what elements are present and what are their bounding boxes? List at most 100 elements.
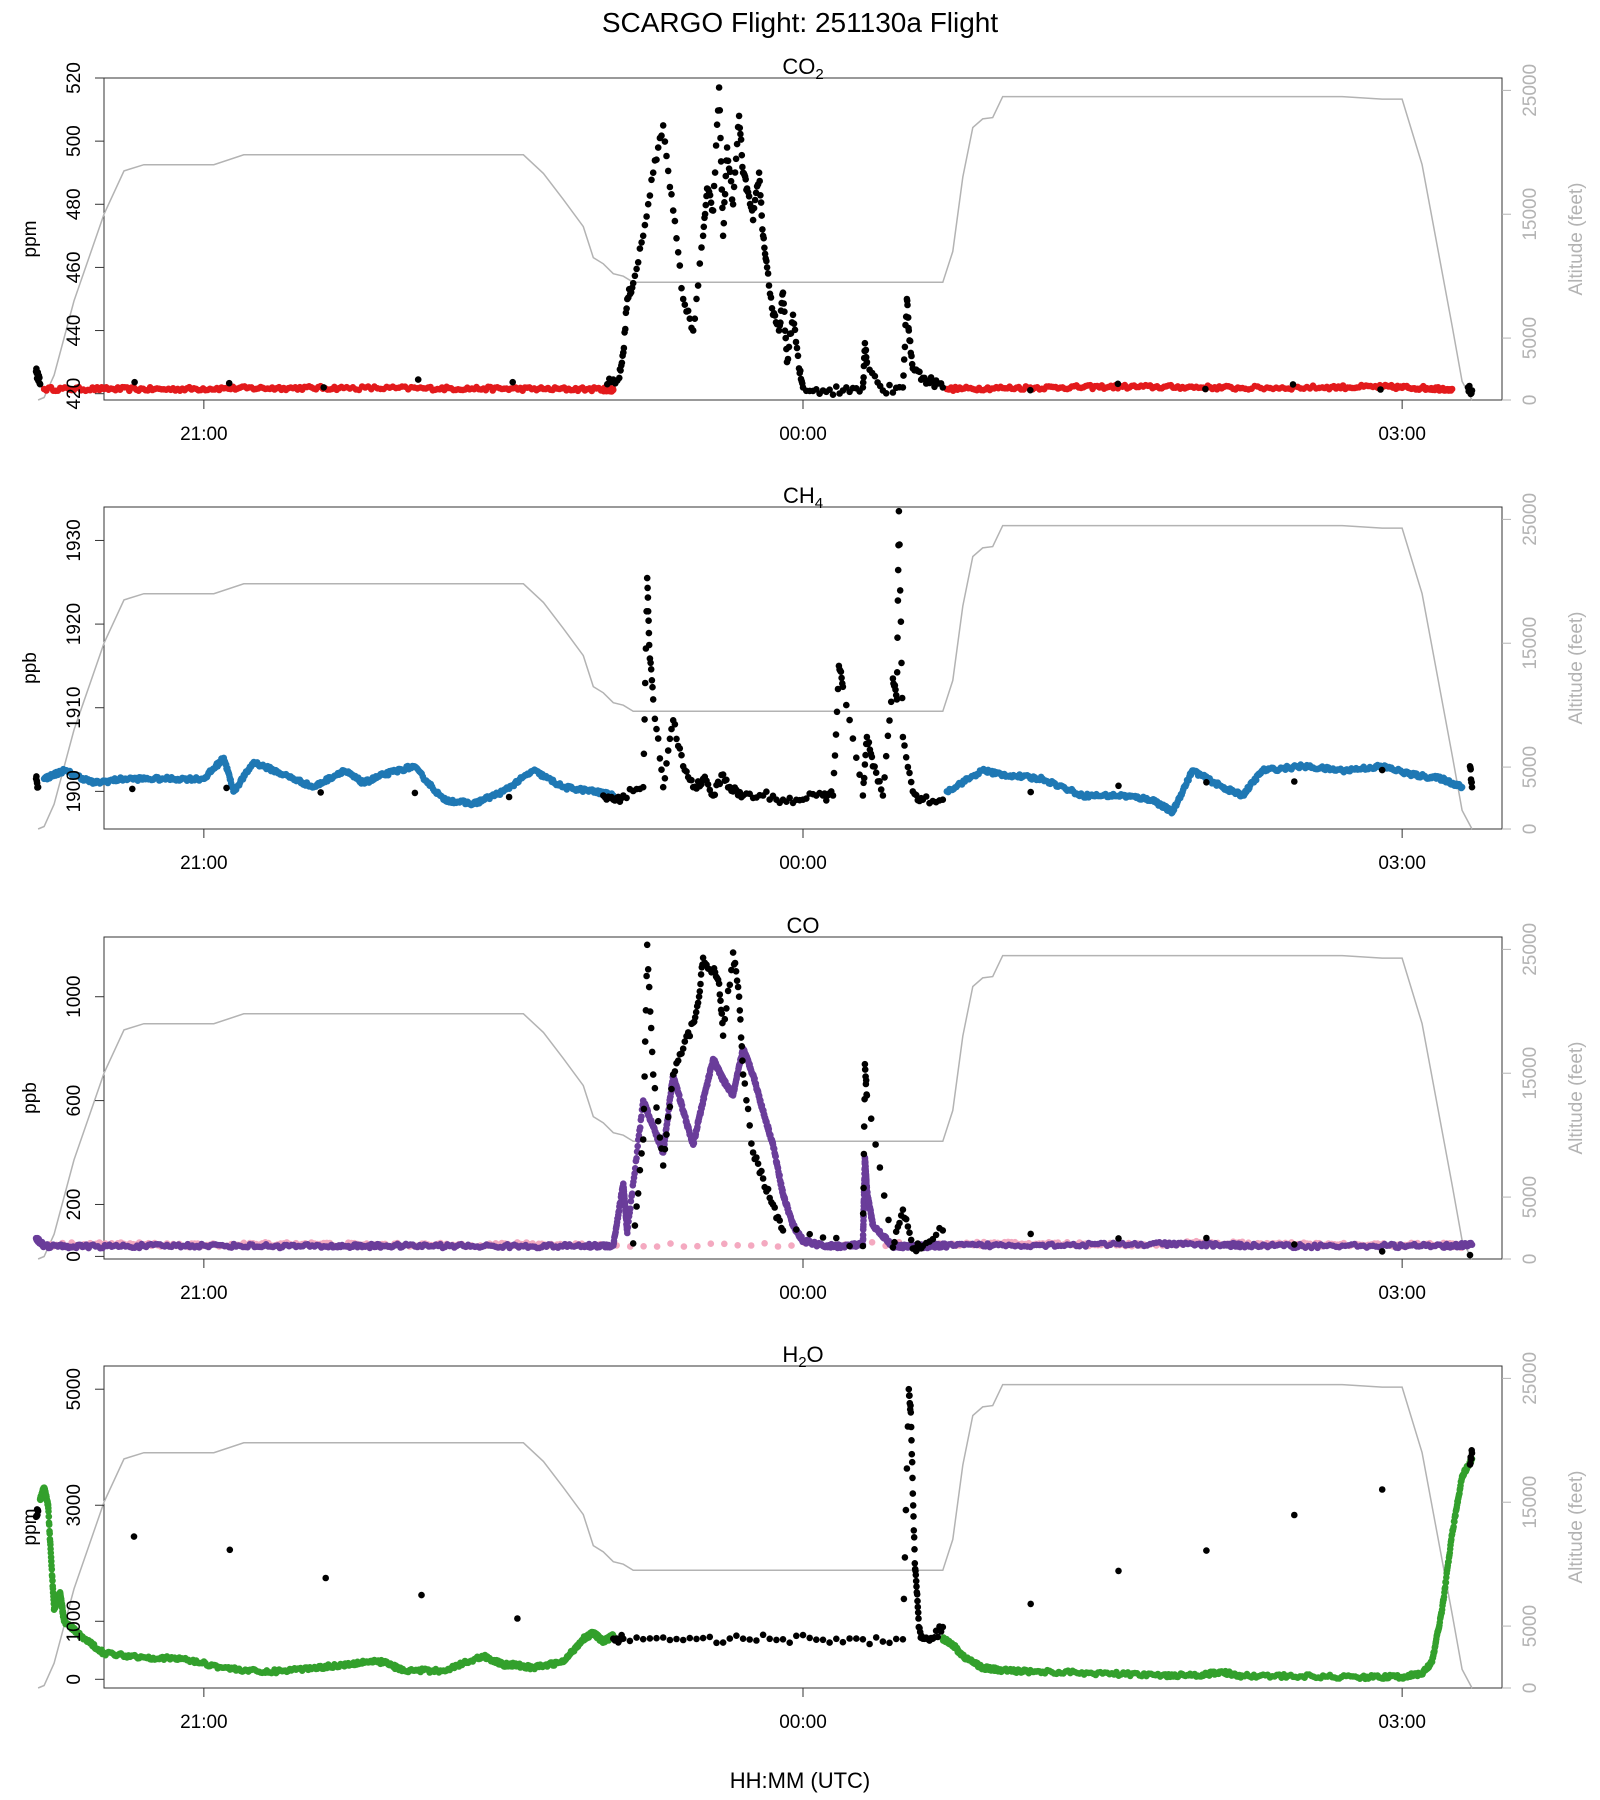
y2-tick-label: 15000 bbox=[1520, 1047, 1541, 1100]
y2-tick-label: 0 bbox=[1520, 395, 1541, 406]
data-point bbox=[846, 716, 853, 724]
y2-tick-label: 25000 bbox=[1520, 493, 1541, 546]
data-point bbox=[872, 769, 880, 776]
data-point bbox=[664, 747, 672, 754]
data-point bbox=[715, 980, 723, 987]
data-point bbox=[707, 1240, 715, 1247]
data-point bbox=[654, 144, 662, 151]
data-point bbox=[711, 791, 719, 799]
data-point bbox=[678, 284, 685, 292]
data-point bbox=[860, 1150, 868, 1158]
data-point bbox=[738, 1043, 746, 1050]
data-point bbox=[1468, 1241, 1476, 1248]
data-point bbox=[653, 725, 660, 733]
data-point bbox=[898, 659, 905, 667]
data-point bbox=[633, 1203, 640, 1210]
data-point bbox=[712, 142, 720, 149]
data-point bbox=[876, 1164, 884, 1171]
data-point bbox=[721, 1240, 728, 1248]
data-point bbox=[624, 1229, 631, 1237]
data-point bbox=[793, 344, 801, 352]
y2-tick-label: 25000 bbox=[1520, 64, 1541, 117]
data-point bbox=[860, 1184, 867, 1192]
data-point bbox=[1377, 386, 1384, 393]
data-point bbox=[782, 334, 789, 342]
y-tick-label: 1920 bbox=[64, 603, 85, 645]
data-point bbox=[641, 1073, 648, 1080]
altitude-line bbox=[37, 954, 1473, 1260]
data-point bbox=[690, 1139, 698, 1147]
data-point bbox=[882, 752, 890, 760]
data-point bbox=[872, 1141, 879, 1148]
data-point bbox=[885, 1216, 892, 1224]
data-point bbox=[48, 1566, 56, 1573]
data-point bbox=[764, 270, 772, 277]
data-point bbox=[648, 1048, 656, 1056]
y-tick-label: 1900 bbox=[64, 770, 85, 812]
data-point bbox=[905, 327, 913, 334]
data-point bbox=[679, 295, 687, 303]
x-tick-label: 03:00 bbox=[1378, 1283, 1426, 1304]
plot-frame bbox=[103, 936, 1503, 1260]
data-point bbox=[640, 750, 648, 758]
data-point bbox=[886, 717, 893, 724]
data-point bbox=[699, 954, 707, 962]
data-point bbox=[757, 192, 764, 199]
data-point bbox=[663, 760, 670, 767]
data-point bbox=[636, 1166, 644, 1174]
data-point bbox=[656, 755, 664, 762]
series-ch4 bbox=[40, 754, 617, 809]
data-point bbox=[906, 769, 913, 777]
y-axis-title: ppb bbox=[20, 1082, 41, 1114]
data-point bbox=[830, 769, 838, 777]
data-point bbox=[849, 735, 857, 742]
data-point bbox=[1115, 782, 1122, 790]
data-point bbox=[676, 745, 684, 752]
data-point bbox=[901, 742, 908, 749]
data-point bbox=[627, 1205, 634, 1212]
data-point bbox=[899, 384, 907, 391]
data-point bbox=[893, 669, 901, 676]
data-point bbox=[225, 379, 233, 387]
data-point bbox=[904, 301, 911, 309]
data-point bbox=[922, 793, 930, 800]
data-point bbox=[1468, 783, 1476, 791]
data-point bbox=[505, 793, 513, 801]
x-tick-label: 00:00 bbox=[779, 853, 827, 874]
data-point bbox=[644, 584, 651, 592]
x-axis: 21:00 00:00 03:00 bbox=[180, 829, 1426, 874]
data-point bbox=[1378, 766, 1386, 774]
data-point bbox=[797, 367, 804, 375]
y-tick-label: 1930 bbox=[64, 519, 85, 561]
data-point bbox=[1468, 779, 1475, 786]
y-axis-title: ppm bbox=[20, 221, 41, 258]
data-point bbox=[1291, 1241, 1298, 1248]
data-point bbox=[1378, 1248, 1386, 1255]
data-point bbox=[758, 1167, 765, 1175]
data-point bbox=[649, 169, 657, 176]
data-point bbox=[868, 753, 876, 761]
data-point bbox=[733, 140, 741, 148]
data-point bbox=[775, 327, 783, 334]
data-point bbox=[738, 151, 746, 159]
data-point bbox=[784, 355, 792, 363]
data-point bbox=[654, 735, 662, 742]
data-point bbox=[649, 1071, 657, 1078]
data-point bbox=[727, 177, 735, 185]
data-point bbox=[889, 1244, 897, 1251]
data-point bbox=[829, 792, 837, 799]
data-point bbox=[735, 112, 743, 120]
data-point bbox=[674, 1057, 682, 1064]
data-point bbox=[45, 1521, 53, 1528]
data-point bbox=[763, 788, 770, 795]
data-point bbox=[663, 152, 670, 160]
data-point bbox=[932, 1231, 940, 1239]
data-point bbox=[856, 771, 863, 778]
data-point bbox=[699, 232, 707, 240]
data-point bbox=[638, 1113, 645, 1120]
data-point bbox=[669, 207, 677, 214]
data-point bbox=[726, 981, 734, 989]
data-point bbox=[698, 780, 705, 788]
data-point bbox=[640, 1105, 648, 1113]
